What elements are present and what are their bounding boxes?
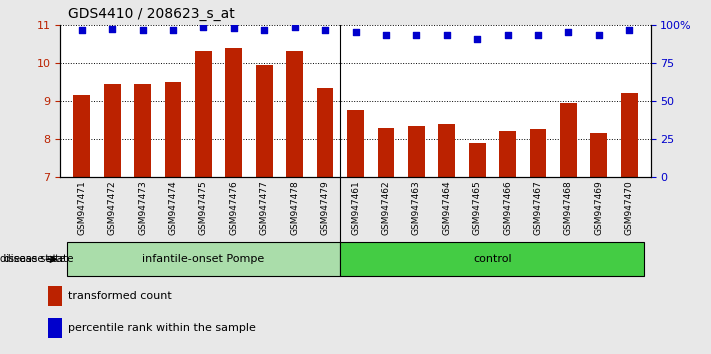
- Bar: [225, 47, 242, 177]
- Bar: [408, 126, 424, 177]
- Point: [137, 27, 149, 33]
- Text: GSM947476: GSM947476: [230, 180, 238, 235]
- Point: [319, 27, 331, 33]
- Point: [471, 36, 483, 42]
- Bar: [104, 84, 120, 177]
- Bar: [530, 130, 546, 177]
- Bar: [347, 110, 364, 177]
- Bar: [469, 143, 486, 177]
- Text: GSM947477: GSM947477: [260, 180, 269, 235]
- Bar: [287, 51, 303, 177]
- Point: [107, 27, 118, 32]
- Bar: [378, 127, 395, 177]
- Text: GSM947472: GSM947472: [107, 180, 117, 235]
- Text: GSM947466: GSM947466: [503, 180, 512, 235]
- Text: GSM947467: GSM947467: [533, 180, 542, 235]
- Bar: [48, 318, 63, 338]
- Text: GSM947463: GSM947463: [412, 180, 421, 235]
- Bar: [560, 103, 577, 177]
- Text: percentile rank within the sample: percentile rank within the sample: [68, 323, 255, 333]
- Point: [533, 32, 544, 38]
- Text: GSM947478: GSM947478: [290, 180, 299, 235]
- Point: [259, 27, 270, 33]
- Text: GSM947473: GSM947473: [138, 180, 147, 235]
- Text: GDS4410 / 208623_s_at: GDS4410 / 208623_s_at: [68, 7, 235, 21]
- Bar: [499, 131, 516, 177]
- Bar: [439, 124, 455, 177]
- Text: GSM947470: GSM947470: [625, 180, 634, 235]
- Point: [593, 32, 604, 38]
- Point: [441, 32, 452, 38]
- Text: disease state: disease state: [0, 254, 65, 264]
- Text: GSM947461: GSM947461: [351, 180, 360, 235]
- Text: control: control: [473, 254, 512, 264]
- Bar: [73, 95, 90, 177]
- Bar: [341, 242, 644, 276]
- Bar: [591, 133, 607, 177]
- Point: [380, 32, 392, 38]
- Point: [624, 27, 635, 33]
- Text: disease state: disease state: [4, 254, 73, 264]
- Text: GSM947468: GSM947468: [564, 180, 573, 235]
- Text: GSM947465: GSM947465: [473, 180, 481, 235]
- Point: [198, 24, 209, 30]
- Point: [562, 29, 574, 35]
- Text: GSM947474: GSM947474: [169, 180, 178, 235]
- Point: [350, 29, 361, 34]
- Point: [411, 32, 422, 38]
- Text: GSM947464: GSM947464: [442, 180, 451, 235]
- Bar: [316, 87, 333, 177]
- Text: GSM947462: GSM947462: [381, 180, 390, 235]
- Text: GSM947469: GSM947469: [594, 180, 604, 235]
- Text: GSM947475: GSM947475: [199, 180, 208, 235]
- Text: transformed count: transformed count: [68, 291, 171, 301]
- Point: [167, 27, 178, 33]
- Bar: [67, 242, 341, 276]
- Point: [289, 24, 300, 30]
- Point: [228, 25, 240, 31]
- Point: [502, 32, 513, 38]
- Bar: [134, 84, 151, 177]
- Point: [76, 27, 87, 33]
- Bar: [165, 82, 181, 177]
- Bar: [256, 65, 272, 177]
- Text: GSM947471: GSM947471: [77, 180, 86, 235]
- Text: GSM947479: GSM947479: [321, 180, 330, 235]
- Bar: [48, 286, 63, 307]
- Text: infantile-onset Pompe: infantile-onset Pompe: [142, 254, 264, 264]
- Bar: [195, 51, 212, 177]
- Bar: [621, 93, 638, 177]
